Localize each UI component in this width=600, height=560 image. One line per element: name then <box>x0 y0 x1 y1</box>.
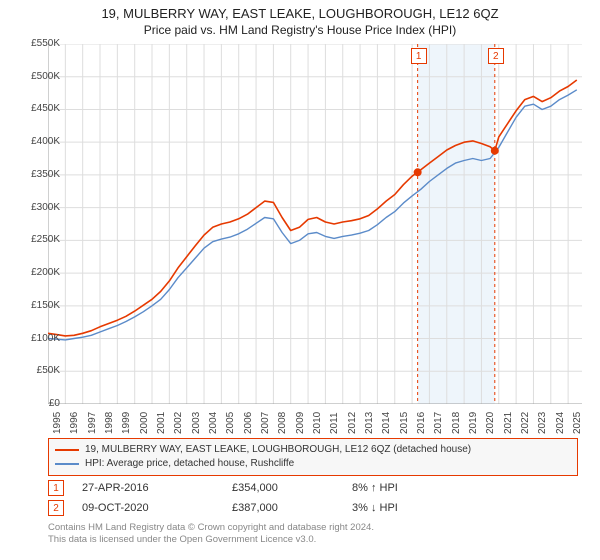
y-tick-label: £150K <box>10 300 60 311</box>
y-tick-label: £250K <box>10 234 60 245</box>
legend-label-hpi: HPI: Average price, detached house, Rush… <box>85 457 294 471</box>
sale-date-1: 27-APR-2016 <box>82 482 232 494</box>
x-tick-label: 2015 <box>399 412 410 434</box>
x-tick-label: 2012 <box>347 412 358 434</box>
y-tick-label: £0 <box>10 398 60 409</box>
sale-price-2: £387,000 <box>232 502 352 514</box>
x-tick-label: 2004 <box>208 412 219 434</box>
x-tick-label: 2009 <box>295 412 306 434</box>
x-tick-label: 2013 <box>364 412 375 434</box>
x-tick-label: 2007 <box>260 412 271 434</box>
y-tick-label: £50K <box>10 365 60 376</box>
legend-box: 19, MULBERRY WAY, EAST LEAKE, LOUGHBOROU… <box>48 438 578 476</box>
y-tick-label: £300K <box>10 202 60 213</box>
legend-swatch-property <box>55 449 79 451</box>
x-tick-label: 1999 <box>121 412 132 434</box>
chart-container: 19, MULBERRY WAY, EAST LEAKE, LOUGHBOROU… <box>0 0 600 560</box>
x-tick-label: 2018 <box>451 412 462 434</box>
x-tick-label: 2025 <box>572 412 583 434</box>
y-tick-label: £350K <box>10 169 60 180</box>
x-tick-label: 2014 <box>381 412 392 434</box>
x-tick-label: 1998 <box>104 412 115 434</box>
y-tick-label: £550K <box>10 38 60 49</box>
x-tick-label: 2019 <box>468 412 479 434</box>
x-tick-label: 2005 <box>225 412 236 434</box>
y-tick-label: £100K <box>10 333 60 344</box>
sale-pct-1: 8% ↑ HPI <box>352 482 472 494</box>
x-tick-label: 2020 <box>485 412 496 434</box>
x-tick-label: 2010 <box>312 412 323 434</box>
sale-badge-1: 1 <box>48 480 64 496</box>
y-tick-label: £200K <box>10 267 60 278</box>
marker-flag: 1 <box>411 48 427 64</box>
x-tick-label: 2008 <box>277 412 288 434</box>
title-main: 19, MULBERRY WAY, EAST LEAKE, LOUGHBOROU… <box>0 6 600 21</box>
footer-line-1: Contains HM Land Registry data © Crown c… <box>48 522 374 534</box>
footer-line-2: This data is licensed under the Open Gov… <box>48 534 374 546</box>
x-tick-label: 1996 <box>69 412 80 434</box>
x-tick-label: 2006 <box>243 412 254 434</box>
sale-badge-2: 2 <box>48 500 64 516</box>
sale-date-2: 09-OCT-2020 <box>82 502 232 514</box>
legend-label-property: 19, MULBERRY WAY, EAST LEAKE, LOUGHBOROU… <box>85 443 471 457</box>
x-tick-label: 2017 <box>433 412 444 434</box>
sale-price-1: £354,000 <box>232 482 352 494</box>
legend-swatch-hpi <box>55 463 79 465</box>
title-sub: Price paid vs. HM Land Registry's House … <box>0 23 600 37</box>
plot-area <box>48 44 582 404</box>
footer: Contains HM Land Registry data © Crown c… <box>48 522 374 546</box>
x-tick-label: 2024 <box>555 412 566 434</box>
sales-table: 1 27-APR-2016 £354,000 8% ↑ HPI 2 09-OCT… <box>48 478 578 518</box>
x-tick-label: 2000 <box>139 412 150 434</box>
y-tick-label: £450K <box>10 103 60 114</box>
y-tick-label: £400K <box>10 136 60 147</box>
marker-flag: 2 <box>488 48 504 64</box>
x-tick-label: 2011 <box>329 412 340 434</box>
sale-pct-2: 3% ↓ HPI <box>352 502 472 514</box>
x-tick-label: 2003 <box>191 412 202 434</box>
sale-row-2: 2 09-OCT-2020 £387,000 3% ↓ HPI <box>48 498 578 518</box>
sale-row-1: 1 27-APR-2016 £354,000 8% ↑ HPI <box>48 478 578 498</box>
x-tick-label: 2001 <box>156 412 167 434</box>
legend-row-property: 19, MULBERRY WAY, EAST LEAKE, LOUGHBOROU… <box>55 443 571 457</box>
x-tick-label: 2002 <box>173 412 184 434</box>
x-tick-label: 2022 <box>520 412 531 434</box>
x-tick-label: 1997 <box>87 412 98 434</box>
titles: 19, MULBERRY WAY, EAST LEAKE, LOUGHBOROU… <box>0 0 600 37</box>
x-tick-label: 2023 <box>537 412 548 434</box>
x-tick-label: 1995 <box>52 412 63 434</box>
x-tick-label: 2021 <box>503 412 514 434</box>
x-tick-label: 2016 <box>416 412 427 434</box>
plot-svg <box>48 44 582 404</box>
y-tick-label: £500K <box>10 71 60 82</box>
legend-row-hpi: HPI: Average price, detached house, Rush… <box>55 457 571 471</box>
